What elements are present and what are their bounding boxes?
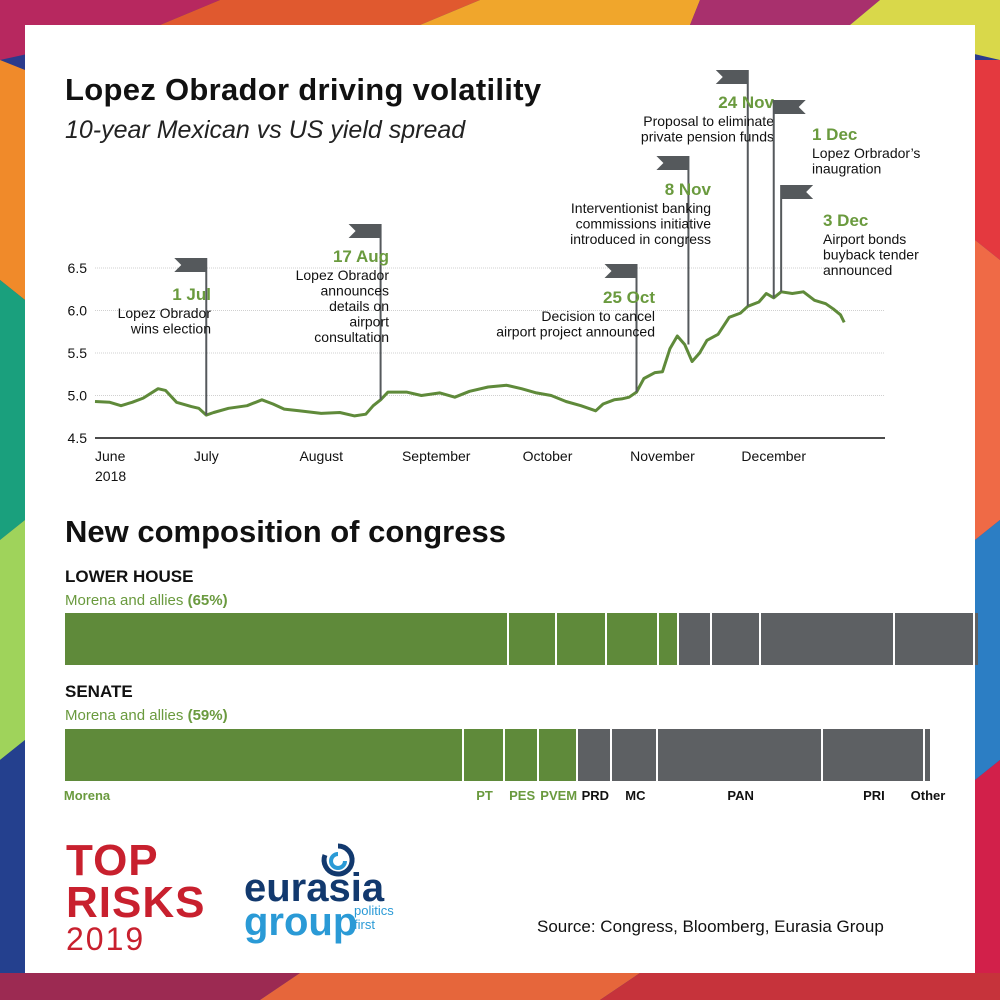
bar-segment-morena <box>65 613 507 665</box>
annotation-flag-icon <box>656 156 689 170</box>
top-risks-logo: TOP RISKS 2019 <box>66 836 206 957</box>
annotation-text: Lopez Orbrador’s <box>812 145 920 161</box>
bar-segment-other <box>925 729 930 781</box>
bar-segment-pan <box>761 613 894 665</box>
annotation-text: commissions initiative <box>576 216 712 232</box>
lower-house-subtitle: Morena and allies (65%) <box>65 592 228 609</box>
x-tick-label: November <box>630 448 695 464</box>
party-label-prd: PRD <box>581 788 610 803</box>
x-tick-label: July <box>194 448 219 464</box>
bar-segment <box>711 613 760 665</box>
annotation-date: 1 Jul <box>172 285 211 304</box>
y-tick-label: 6.5 <box>68 260 88 276</box>
bar-segment-prd <box>658 613 677 665</box>
spread-line <box>94 290 846 418</box>
bar-segment-prd <box>578 729 611 781</box>
yield-spread-chart: 6.5 6.0 5.5 5.0 4.5 June July August September Oc… <box>68 70 920 484</box>
lower-house-label: LOWER HOUSE <box>65 567 194 586</box>
eurasia-wordmark: eurasia <box>244 866 385 910</box>
annotation-date: 24 Nov <box>718 93 774 112</box>
party-label-mc: MC <box>625 788 646 803</box>
annotation-text: details on <box>329 298 389 314</box>
bar-segment-pvem <box>606 613 657 665</box>
annotation-flag-icon <box>348 224 381 238</box>
party-label-pes: PES <box>509 788 536 803</box>
party-label-pt: PT <box>476 788 493 803</box>
lower-house-bar <box>65 613 978 665</box>
x-tick-label: December <box>741 448 806 464</box>
bar-segment-morena <box>65 729 462 781</box>
bar-segment-other <box>975 613 978 665</box>
senate-bar <box>65 729 932 781</box>
x-tick-label: October <box>523 448 573 464</box>
annotation-text: announces <box>320 283 389 299</box>
annotation-date: 25 Oct <box>603 288 655 307</box>
congress-heading: New composition of congress <box>65 514 506 549</box>
annotation-text: Interventionist banking <box>571 200 711 216</box>
annotation-date: 3 Dec <box>823 211 868 230</box>
bar-segment-pvem <box>539 729 577 781</box>
annotation-text: consultation <box>314 329 389 345</box>
annotation-flag-icon <box>604 264 637 278</box>
bar-segment-pt <box>463 729 504 781</box>
senate-label: SENATE <box>65 682 133 701</box>
party-label-morena: Morena <box>63 788 111 803</box>
x-year-label: 2018 <box>95 468 126 484</box>
annotation-text: buyback tender <box>823 247 919 263</box>
annotation-text: Lopez Obrador <box>296 267 390 283</box>
party-label-pan: PAN <box>727 788 754 803</box>
annotation-text: private pension funds <box>641 129 774 145</box>
x-tick-label: August <box>299 448 343 464</box>
annotation-text: Lopez Obrador <box>118 305 212 321</box>
annotation-text: Proposal to eliminate <box>643 113 774 129</box>
senate-subtitle: Morena and allies (59%) <box>65 707 228 724</box>
content-card <box>25 25 975 973</box>
y-tick-label: 6.0 <box>68 303 88 319</box>
chart-subtitle: 10-year Mexican vs US yield spread <box>65 116 466 144</box>
annotation-text: announced <box>823 262 892 278</box>
annotation-flag-icon <box>773 100 806 114</box>
bar-segment-pri <box>822 729 924 781</box>
logo-line-1: TOP <box>66 836 159 885</box>
x-tick-label: June <box>95 448 126 464</box>
bar-segment-mc <box>612 729 657 781</box>
bar-segment-pan <box>658 729 821 781</box>
annotation-text: introduced in congress <box>570 231 711 247</box>
annotation-text: inaugration <box>812 161 881 177</box>
bar-segment-pes <box>505 729 538 781</box>
bar-segment-mc <box>678 613 710 665</box>
annotation-date: 8 Nov <box>665 180 712 199</box>
bar-segment-pt <box>508 613 555 665</box>
eurasia-swirl-icon <box>321 843 355 877</box>
annotation-text: Airport bonds <box>823 231 906 247</box>
bar-segment-pri <box>895 613 974 665</box>
source-note: Source: Congress, Bloomberg, Eurasia Gro… <box>537 917 884 936</box>
annotation-text: airport project announced <box>496 324 655 340</box>
x-tick-label: September <box>402 448 471 464</box>
party-labels: Morena PT PES PVEM PRD MC PAN PRI Other <box>0 788 1000 808</box>
logo-line-2: RISKS <box>66 877 206 927</box>
y-tick-label: 5.0 <box>68 388 88 404</box>
annotation-flag-icon <box>715 70 748 84</box>
chart-title: Lopez Obrador driving volatility <box>65 72 542 107</box>
politics-first-tagline: politics first <box>354 903 394 932</box>
annotation-text: wins election <box>130 321 211 337</box>
annotation-text: airport <box>349 314 389 330</box>
annotation-date: 1 Dec <box>812 125 857 144</box>
party-label-other: Other <box>910 788 946 803</box>
y-tick-label: 5.5 <box>68 345 88 361</box>
annotation-flag-icon <box>781 185 814 199</box>
y-tick-label: 4.5 <box>68 430 88 446</box>
party-label-pri: PRI <box>863 788 885 803</box>
logo-line-3: 2019 <box>66 920 146 957</box>
annotation-text: Decision to cancel <box>541 308 655 324</box>
group-wordmark: group <box>244 900 358 944</box>
party-label-pvem: PVEM <box>540 788 578 803</box>
annotation-flag-icon <box>174 258 207 272</box>
annotation-date: 17 Aug <box>333 247 389 266</box>
bar-segment-pes <box>556 613 605 665</box>
